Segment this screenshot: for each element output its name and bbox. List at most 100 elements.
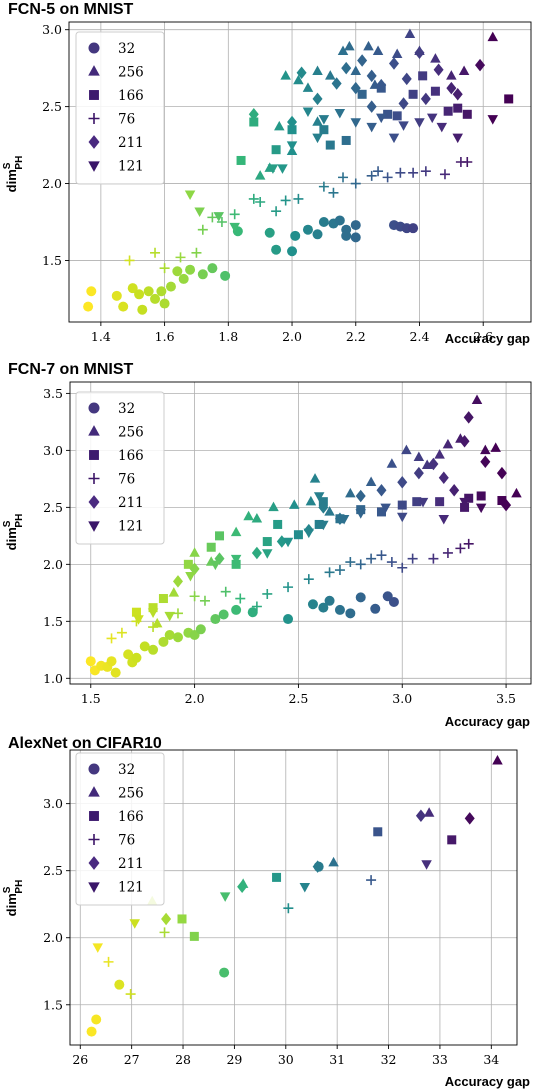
data-point-121 [338,515,350,525]
data-point-256 [289,499,300,509]
data-point-76 [103,956,114,967]
legend-marker-211 [88,856,100,870]
data-point-166 [206,542,216,552]
data-point-121 [277,164,288,174]
data-point-256 [401,444,412,455]
data-point-121 [219,892,231,902]
data-point-256 [363,40,374,51]
legend-label-76: 76 [118,112,135,128]
data-point-166 [443,106,453,116]
data-point-256 [344,40,355,51]
data-point-256 [365,476,377,487]
data-point-32 [156,286,167,297]
data-point-32 [185,264,196,275]
data-point-166 [183,559,193,569]
data-point-76 [397,562,408,573]
x-tick-label: 2.0 [185,691,205,706]
data-point-76 [407,553,418,564]
data-point-32 [318,217,329,227]
data-point-166 [357,89,367,99]
data-point-32 [302,224,313,235]
data-point-76 [338,172,349,183]
data-point-256 [251,513,263,523]
data-point-32 [345,608,356,619]
data-point-121 [318,115,330,125]
legend-label-121: 121 [118,159,144,175]
data-point-76 [255,197,266,207]
data-point-256 [312,65,323,75]
legend: 32 256 166 76 211 121 [75,31,165,185]
data-point-166 [189,931,199,941]
data-point-121 [438,515,450,525]
data-point-32 [264,227,275,238]
data-point-211 [287,115,298,129]
data-point-32 [111,290,122,301]
data-point-256 [386,458,398,468]
plot-frame [69,749,518,1046]
data-point-121 [398,121,409,131]
x-tick-label: 1.6 [155,329,175,344]
legend-box [75,391,165,545]
legend-marker-121 [88,882,100,893]
data-point-166 [383,109,393,119]
data-point-166 [397,500,407,510]
data-point-211 [251,546,262,560]
data-point-211 [415,809,426,822]
data-point-121 [230,554,242,565]
data-point-76 [106,633,117,644]
data-point-76 [159,927,170,938]
y-tick-label: 2.0 [42,176,62,191]
legend-label-256: 256 [118,425,144,441]
x-tick-label: 30 [278,1052,294,1067]
chart-3: AlexNet on CIFAR10 26 27 28 29 30 31 32 33 34 1.5 2… [2,735,530,1089]
data-point-76 [148,622,159,633]
data-point-32 [350,232,361,243]
data-point-211 [350,81,361,95]
data-point-211 [433,63,444,76]
legend-marker-211 [88,135,100,149]
data-point-256 [254,170,266,180]
data-point-256 [309,473,321,483]
legend-marker-166 [89,811,99,821]
data-point-121 [302,107,314,117]
data-point-76 [159,263,170,274]
chart-2: FCN-7 on MNIST 1.5 2.0 2.5 3.0 3.5 1.0 1.5 2.0 2.… [2,361,532,729]
y-axis-label-sup: S [2,886,13,893]
legend-box [75,31,165,185]
data-point-76 [271,206,282,217]
y-axis-label-sub: PH [14,514,25,528]
data-point-32 [271,244,282,255]
data-point-211 [366,69,377,83]
y-axis-label-sub: PH [14,880,25,894]
data-points [85,394,522,678]
y-axis-label-main: dim [4,527,19,550]
data-point-211 [501,498,512,512]
data-point-256 [511,487,522,498]
data-point-32 [127,283,138,294]
data-point-166 [447,835,457,845]
data-point-76 [283,903,294,914]
legend-label-256: 256 [118,786,144,802]
data-point-76 [373,166,384,177]
data-point-76 [318,181,329,192]
data-point-32 [114,979,125,990]
data-point-211 [355,489,366,503]
data-point-76 [334,565,345,576]
data-point-211 [414,46,425,60]
plot-frame [68,21,532,323]
data-point-256 [372,45,384,55]
data-point-256 [442,438,454,449]
y-tick-label: 2.5 [42,99,62,114]
data-point-32 [91,1014,102,1025]
data-point-121 [133,615,144,625]
data-point-121 [312,133,323,144]
legend-label-32: 32 [118,762,135,778]
data-point-211 [388,57,399,70]
data-point-76 [280,195,291,206]
data-point-121 [147,608,159,618]
data-point-32 [158,636,169,647]
data-point-166 [504,94,514,104]
data-point-32 [312,229,323,240]
data-point-166 [287,125,297,135]
data-point-211 [296,66,307,80]
